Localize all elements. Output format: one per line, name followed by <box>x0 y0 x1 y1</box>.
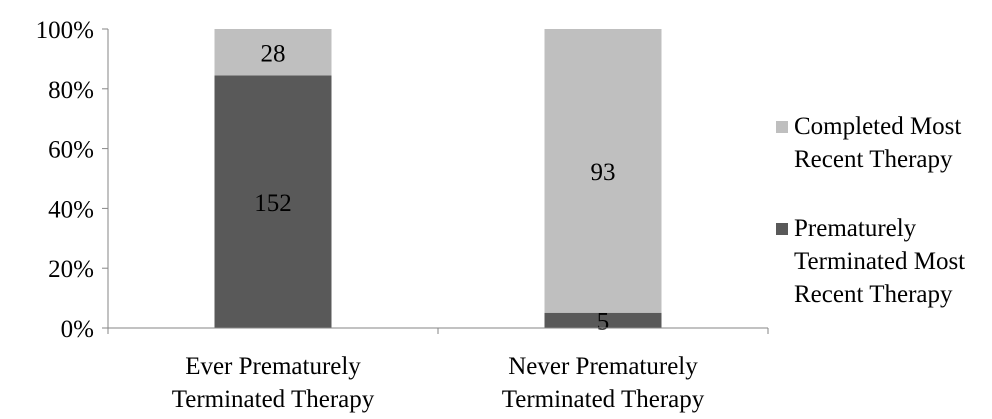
y-tick-label: 0% <box>61 316 94 343</box>
legend-label: Prematurely Terminated Most Recent Therapy <box>794 215 965 308</box>
legend-swatch <box>776 223 788 235</box>
y-tick-label: 40% <box>48 196 94 223</box>
x-tick-label: Never Prematurely Terminated Therapy <box>502 353 705 413</box>
data-label: 152 <box>254 190 292 217</box>
data-label: 28 <box>261 40 286 67</box>
legend-label: Completed Most Recent Therapy <box>794 113 961 173</box>
bar-segment <box>214 75 332 328</box>
bar-segment <box>214 29 332 76</box>
data-label: 5 <box>597 308 610 335</box>
legend-swatch <box>776 121 788 133</box>
y-tick-label: 80% <box>48 77 94 104</box>
bar-segment <box>544 29 662 313</box>
y-tick-label: 60% <box>48 137 94 164</box>
y-axis: 0% 20% 40% 60% 80% 100% <box>36 17 109 343</box>
y-tick-label: 100% <box>36 17 94 44</box>
bar-segment <box>544 312 662 328</box>
data-label: 93 <box>591 159 616 186</box>
x-axis: Ever Prematurely Terminated Therapy Never … <box>107 327 769 413</box>
bars: 152 28 5 93 <box>214 29 662 335</box>
x-tick-label: Ever Prematurely Terminated Therapy <box>172 353 375 413</box>
legend: Completed Most Recent Therapy Prematurely T… <box>776 113 965 308</box>
y-tick-label: 20% <box>48 256 94 283</box>
